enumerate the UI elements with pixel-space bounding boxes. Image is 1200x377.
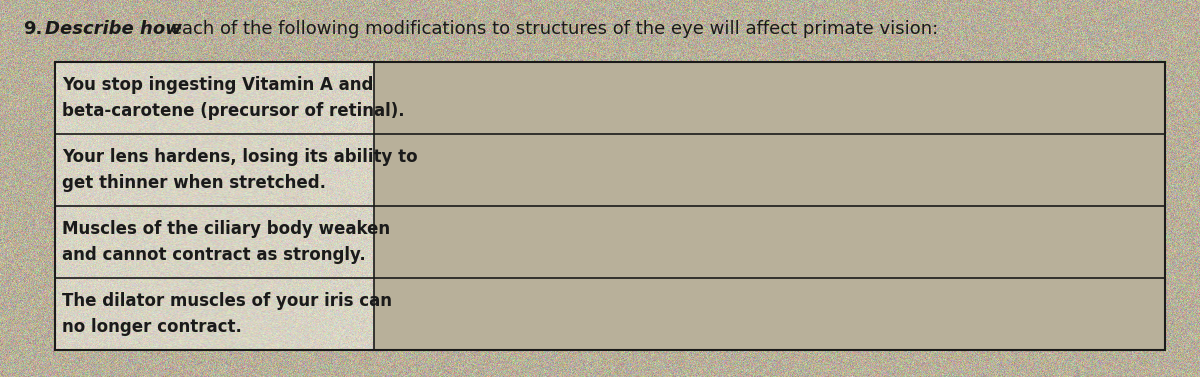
Text: each of the following modifications to structures of the eye will affect primate: each of the following modifications to s… — [166, 20, 938, 38]
Bar — [55, 62, 1165, 350]
Text: You stop ingesting Vitamin A and
beta-carotene (precursor of retinal).: You stop ingesting Vitamin A and beta-ca… — [62, 77, 404, 120]
Text: Describe how: Describe how — [46, 20, 182, 38]
Text: The dilator muscles of your iris can
no longer contract.: The dilator muscles of your iris can no … — [62, 293, 392, 336]
Text: Muscles of the ciliary body weaken
and cannot contract as strongly.: Muscles of the ciliary body weaken and c… — [62, 221, 390, 264]
Text: 9.: 9. — [23, 20, 42, 38]
Text: Your lens hardens, losing its ability to
get thinner when stretched.: Your lens hardens, losing its ability to… — [62, 149, 418, 192]
